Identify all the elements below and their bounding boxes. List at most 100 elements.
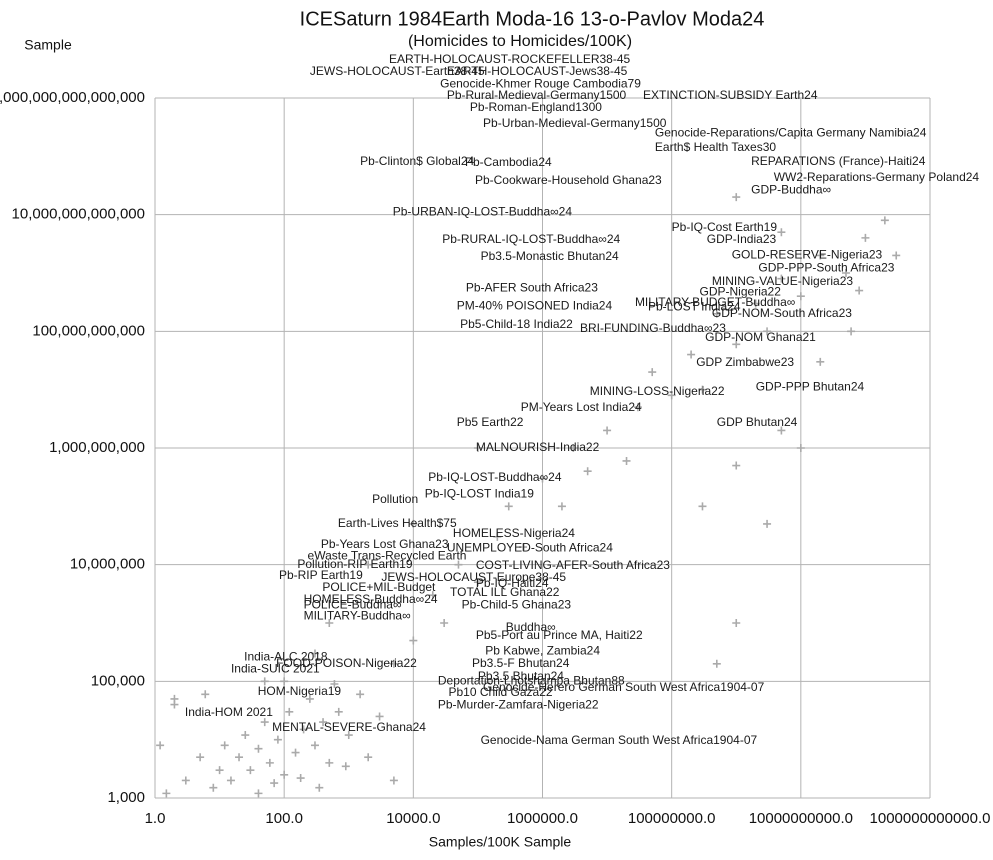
x-tick-label: 10000000000.0 (749, 810, 853, 827)
annotation: Buddha∞ (506, 620, 556, 634)
point (454, 560, 463, 569)
point (325, 619, 334, 627)
annotation: MILITARY-BUDGET-Buddha∞ (635, 295, 795, 309)
point (319, 718, 328, 727)
point (296, 774, 305, 783)
annotation: Pb3.5-F Bhutan24 (472, 656, 570, 670)
point (687, 350, 696, 359)
point (796, 292, 805, 301)
annotation: HOMELESS-Buddha∞24 (304, 592, 438, 606)
annotation: Pb-Years Lost Ghana23 (321, 537, 449, 551)
point (648, 368, 657, 377)
point (841, 269, 850, 277)
annotation: MINING-LOSS-Nigeria22 (590, 384, 725, 398)
annotation: Pb5 Earth22 (457, 415, 524, 429)
annotation: GOLD-RESERVE-Nigeria23 (732, 248, 883, 262)
point (473, 444, 482, 452)
point (246, 766, 255, 775)
annotation: BRI-FUNDING-Buddha∞23 (580, 321, 726, 335)
y-tick-label: 1,000 (107, 789, 145, 806)
annotation: POLICE-Buddha∞ (304, 598, 402, 612)
point (777, 426, 786, 435)
point (473, 578, 482, 587)
point (375, 712, 384, 721)
chart-title: ICESaturn 1984Earth Moda-16 13-o-Pavlov … (300, 8, 765, 30)
annotation: Pollution-RIP Earth19 (297, 557, 413, 571)
annotation: Pb-RIP Earth19 (279, 568, 363, 582)
annotation: Pb-Murder-Zamfara-Nigeria22 (438, 697, 599, 711)
annotation: POLICE+MIL-Budget (322, 580, 436, 594)
annotation: GDP Bhutan24 (717, 415, 798, 429)
annotation: MINING-VALUE-Nigeria23 (712, 274, 853, 288)
annotation: Earth-Lives Health$75 (338, 516, 457, 530)
annotation: Pb5-Child-18 India22 (460, 317, 573, 331)
point (364, 753, 373, 762)
point (291, 748, 300, 757)
point (732, 340, 741, 349)
annotation: Genocide-Nama German South West Africa19… (481, 733, 758, 747)
annotation: Genocide-Herero German South West Africa… (483, 680, 765, 694)
annotation: GDP-Nigeria22 (700, 284, 782, 298)
annotation: WW2-Reparations-Germany Poland24 (774, 170, 980, 184)
point (603, 426, 612, 435)
annotation: Pb-IQ-Cost Earth19 (672, 220, 778, 234)
point (816, 251, 825, 260)
annotation: GDP-Buddha∞ (751, 183, 831, 197)
point (777, 228, 786, 237)
annotation: UNEMPLOYED-South Africa24 (447, 541, 613, 555)
point (698, 502, 707, 511)
point (156, 741, 165, 750)
point (325, 758, 334, 767)
point (315, 783, 324, 792)
annotation: GDP-PPP-South Africa23 (758, 261, 894, 275)
point (538, 474, 547, 483)
point (364, 560, 373, 569)
annotation: TOTAL ILL Ghana22 (450, 585, 560, 599)
annotation: Pb-AFER South Africa23 (466, 280, 598, 294)
point (667, 391, 676, 400)
y-tick-label: 100,000,000,000 (32, 322, 145, 339)
point (389, 659, 398, 668)
x-tick-label: 100000000.0 (628, 810, 716, 827)
annotation: JEWS-HOLOCAUST-Europe38-45 (381, 570, 566, 584)
annotation: PM-Years Lost India24 (521, 400, 642, 414)
point (310, 741, 319, 750)
annotation: Pb-RURAL-IQ-LOST-Buddha∞24 (442, 232, 620, 246)
y-axis-label: Sample (24, 37, 72, 53)
point (299, 725, 308, 734)
point (712, 309, 721, 318)
point (519, 543, 528, 552)
point (334, 707, 343, 716)
point (847, 327, 856, 336)
y-tick-label: 100,000 (91, 672, 145, 689)
x-tick-label: 100.0 (265, 810, 303, 827)
point (226, 776, 235, 785)
point (201, 690, 210, 699)
point (341, 762, 350, 771)
point (209, 783, 218, 792)
point (270, 779, 279, 788)
point (356, 690, 365, 699)
annotation: eWaste Trans-Recycled Earth (308, 548, 467, 562)
point (732, 461, 741, 470)
annotation: Pb-Roman-England1300 (470, 100, 602, 114)
annotation: Pb-Rural-Medieval-Germany1500 (447, 88, 627, 102)
point (181, 776, 190, 785)
annotation: EARTH-HOLOCAUST-ROCKEFELLER38-45 (389, 52, 631, 66)
annotation: EARTH-HOLOCAUST-Jews38-45 (447, 64, 628, 78)
annotation: India-SUIC 2021 (231, 662, 320, 676)
annotation: Genocide-Reparations/Capita Germany Nami… (655, 125, 927, 139)
point (196, 753, 205, 762)
annotation: Pb-URBAN-IQ-LOST-Buddha∞24 (393, 204, 573, 218)
annotation: HOM-Nigeria19 (258, 684, 342, 698)
y-tick-label: 10,000,000 (70, 556, 145, 573)
point (254, 744, 263, 753)
annotation: MENTAL-SEVERE-Ghana24 (272, 720, 426, 734)
annotation: Deportation-Lhotshampa Bhutan88 (438, 674, 625, 688)
x-tick-label: 1.0 (145, 810, 166, 827)
x-tick-label: 10000.0 (386, 810, 440, 827)
point (162, 789, 171, 798)
x-tick-label: 1000000.0 (507, 810, 578, 827)
point (763, 327, 772, 336)
